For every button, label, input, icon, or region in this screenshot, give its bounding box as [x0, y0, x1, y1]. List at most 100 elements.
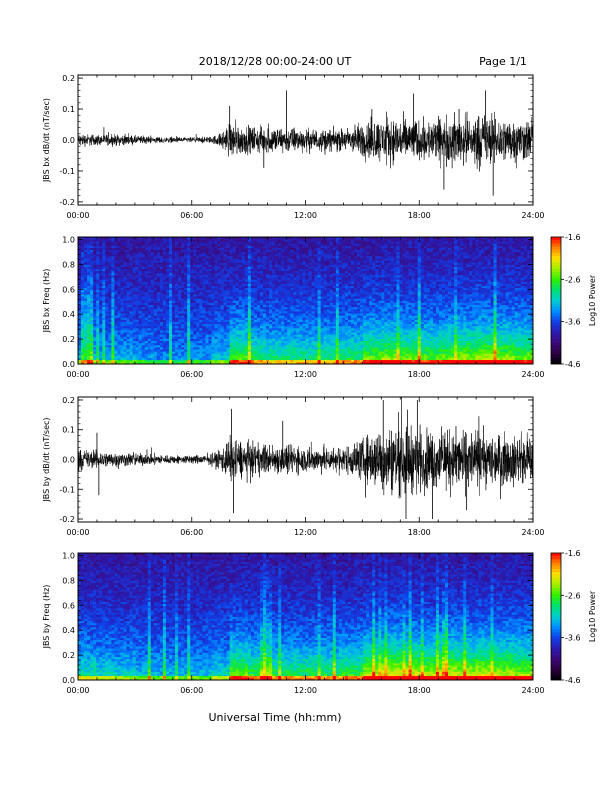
spectrogram-cell — [214, 344, 218, 348]
spectrogram-cell — [153, 311, 158, 314]
spectrogram-cell — [102, 262, 106, 265]
spectrogram-cell — [93, 344, 97, 348]
spectrogram-cell — [78, 249, 82, 253]
spectrogram-cell — [308, 351, 312, 354]
spectrogram-cell — [320, 355, 324, 358]
spectrogram-cell — [105, 292, 109, 295]
spectrogram-cell — [99, 325, 103, 329]
spectrogram-cell — [214, 347, 218, 350]
spectrogram-cell — [169, 277, 173, 280]
spectrogram-cell — [290, 330, 294, 333]
spectrogram-cell — [123, 351, 127, 354]
spectrogram-cell — [260, 332, 264, 335]
spectrogram-cell — [138, 292, 142, 295]
spectrogram-cell — [269, 317, 273, 320]
spectrogram-cell — [223, 264, 227, 267]
spectrogram-cell — [296, 264, 300, 267]
spectrogram-cell — [84, 311, 88, 314]
spectrogram-cell — [281, 304, 285, 308]
spectrogram-cell — [317, 332, 321, 335]
spectrogram-cell — [199, 351, 203, 354]
spectrogram-cell — [244, 279, 249, 282]
spectrogram-cell — [311, 336, 315, 339]
spectrogram-cell — [105, 264, 109, 267]
spectrogram-cell — [202, 355, 206, 358]
spectrogram-cell — [235, 251, 240, 255]
spectrogram-cell — [263, 262, 267, 265]
spectrogram-cell — [269, 279, 273, 282]
spectrogram-cell — [190, 355, 194, 358]
spectrogram-cell — [159, 342, 164, 346]
spectrogram-cell — [241, 275, 246, 278]
spectrogram-cell — [217, 328, 221, 331]
spectrogram-cell — [299, 300, 303, 303]
spectrogram-cell — [314, 302, 318, 306]
spectrogram-cell — [132, 239, 136, 242]
spectrogram-cell — [129, 275, 133, 278]
spectrogram-cell — [144, 311, 149, 314]
spectrogram-cell — [135, 260, 139, 263]
spectrogram-cell — [214, 296, 218, 299]
spectrogram-cell — [135, 239, 139, 242]
spectrogram-cell — [199, 330, 203, 333]
spectrogram-cell — [111, 342, 115, 346]
spectrogram-cell — [114, 353, 118, 356]
spectrogram-cell — [187, 338, 191, 342]
spectrogram-cell — [275, 258, 279, 261]
spectrogram-cell — [126, 321, 130, 325]
spectrogram-cell — [275, 319, 279, 322]
spectrogram-cell — [150, 266, 155, 270]
spectrogram-cell — [202, 332, 206, 335]
spectrogram-cell — [250, 338, 255, 342]
spectrogram-cell — [111, 243, 115, 246]
spectrogram-cell — [290, 349, 294, 352]
spectrogram-cell — [290, 361, 294, 365]
spectrogram-cell — [105, 321, 109, 325]
spectrogram-cell — [93, 251, 97, 255]
spectrogram-cell — [150, 275, 155, 278]
spectrogram-cell — [217, 251, 221, 255]
spectrogram-cell — [99, 256, 103, 259]
spectrogram-cell — [90, 260, 94, 263]
spectrogram-cell — [129, 359, 133, 363]
spectrogram-cell — [269, 266, 273, 270]
spectrogram-cell — [190, 338, 194, 342]
spectrogram-cell — [196, 283, 200, 286]
spectrogram-cell — [165, 285, 170, 289]
spectrogram-cell — [217, 270, 221, 274]
spectrogram-cell — [299, 277, 303, 280]
spectrogram-cell — [184, 300, 188, 303]
spectrogram-cell — [129, 306, 133, 310]
spectrogram-cell — [320, 245, 324, 248]
spectrogram-cell — [190, 272, 194, 276]
spectrogram-cell — [281, 287, 285, 291]
spectrogram-cell — [184, 241, 188, 244]
spectrogram-cell — [290, 251, 294, 255]
spectrogram-cell — [144, 328, 149, 331]
spectrogram-cell — [244, 342, 249, 346]
spectrogram-cell — [138, 251, 142, 255]
spectrogram-cell — [129, 264, 133, 267]
spectrogram-cell — [111, 328, 115, 331]
spectrogram-cell — [193, 279, 197, 282]
spectrogram-cell — [244, 300, 249, 303]
spectrogram-cell — [181, 319, 185, 322]
spectrogram-cell — [123, 245, 127, 248]
spectrogram-cell — [153, 258, 158, 261]
spectrogram-cell — [196, 277, 200, 280]
spectrogram-cell — [169, 321, 173, 325]
spectrogram-cell — [144, 355, 149, 358]
spectrogram-cell — [117, 304, 121, 308]
spectrogram-cell — [238, 249, 243, 253]
spectrogram-cell — [314, 317, 318, 320]
spectrogram-cell — [226, 258, 230, 261]
spectrogram-cell — [190, 315, 194, 318]
spectrogram-cell — [150, 243, 155, 246]
spectrogram-cell — [172, 296, 176, 299]
spectrogram-cell — [284, 330, 288, 333]
spectrogram-cell — [317, 298, 321, 301]
spectrogram-cell — [169, 292, 173, 295]
spectrogram-cell — [305, 256, 309, 259]
spectrogram-cell — [302, 281, 306, 284]
spectrogram-cell — [84, 256, 88, 259]
